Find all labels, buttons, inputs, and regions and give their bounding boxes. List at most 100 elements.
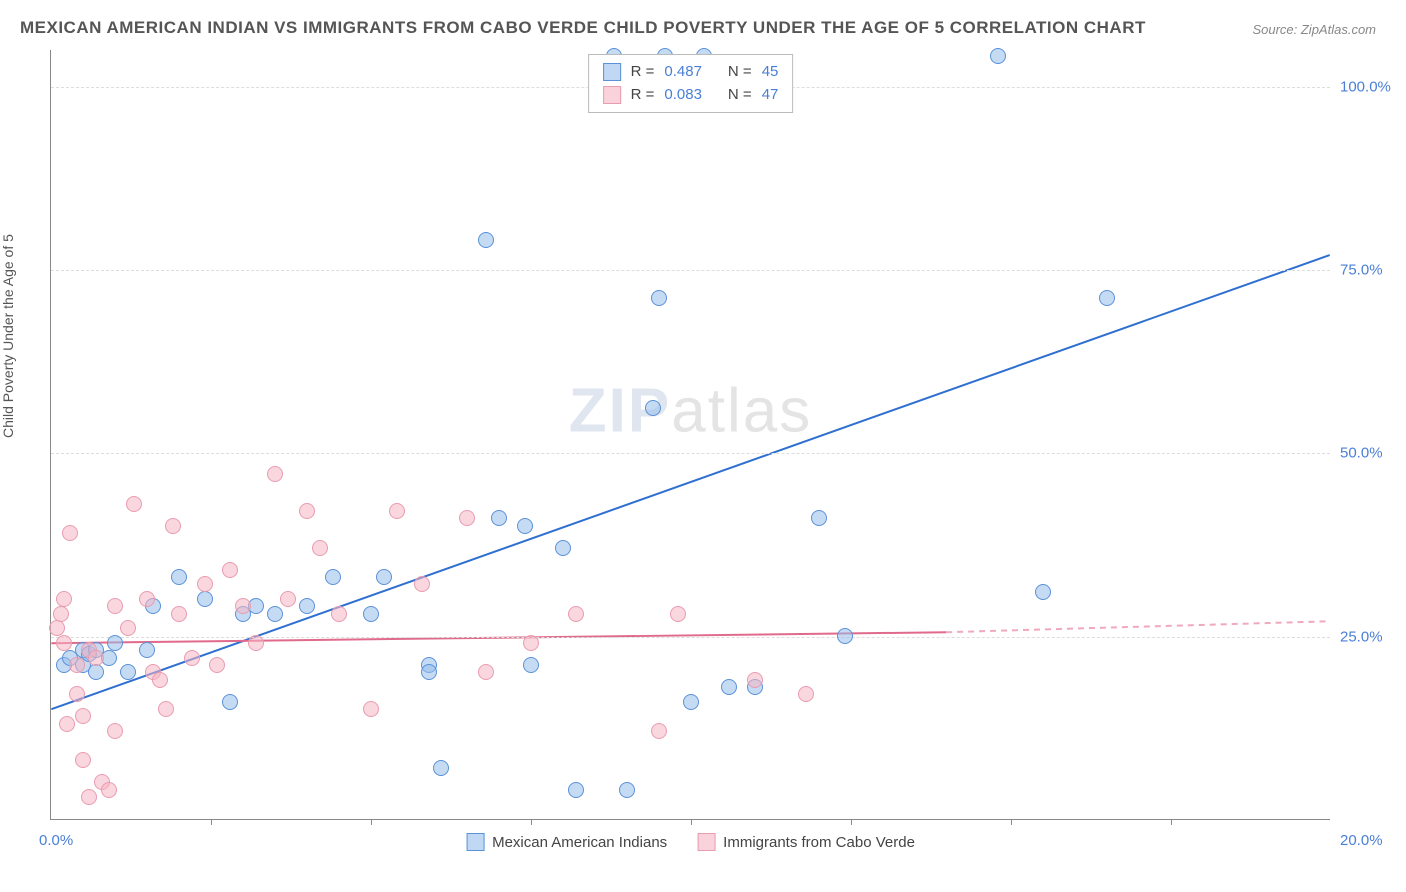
data-point: [222, 562, 238, 578]
data-point: [53, 606, 69, 622]
data-point: [517, 518, 533, 534]
data-point: [120, 620, 136, 636]
data-point: [56, 635, 72, 651]
data-point: [107, 723, 123, 739]
data-point: [88, 664, 104, 680]
data-point: [56, 591, 72, 607]
stats-row-blue: R = 0.487 N = 45: [603, 61, 779, 84]
r-value-blue: 0.487: [664, 61, 702, 84]
data-point: [619, 782, 635, 798]
legend-item-blue: Mexican American Indians: [466, 833, 667, 851]
data-point: [1099, 290, 1115, 306]
n-label: N =: [728, 61, 752, 84]
data-point: [683, 694, 699, 710]
n-value-blue: 45: [762, 61, 779, 84]
data-point: [59, 716, 75, 732]
data-point: [88, 650, 104, 666]
data-point: [107, 635, 123, 651]
data-point: [280, 591, 296, 607]
data-point: [523, 635, 539, 651]
stats-row-pink: R = 0.083 N = 47: [603, 84, 779, 107]
data-point: [126, 496, 142, 512]
data-point: [433, 760, 449, 776]
data-point: [459, 510, 475, 526]
bottom-legend: Mexican American Indians Immigrants from…: [466, 833, 915, 851]
data-point: [69, 657, 85, 673]
data-point: [990, 48, 1006, 64]
trend-line: [946, 621, 1330, 632]
trend-line: [51, 255, 1329, 709]
trend-line: [51, 632, 946, 643]
data-point: [120, 664, 136, 680]
x-tick: [531, 819, 532, 825]
legend-swatch-blue: [466, 833, 484, 851]
y-tick-label: 50.0%: [1340, 445, 1400, 462]
x-tick: [371, 819, 372, 825]
gridline: [51, 453, 1330, 454]
data-point: [81, 789, 97, 805]
x-tick: [211, 819, 212, 825]
legend-swatch-pink: [697, 833, 715, 851]
data-point: [325, 569, 341, 585]
data-point: [523, 657, 539, 673]
data-point: [421, 664, 437, 680]
plot-area: ZIPatlas 25.0%50.0%75.0%100.0% 0.0% 20.0…: [50, 50, 1330, 820]
swatch-pink: [603, 86, 621, 104]
r-value-pink: 0.083: [664, 84, 702, 107]
data-point: [75, 752, 91, 768]
data-point: [363, 701, 379, 717]
data-point: [171, 569, 187, 585]
data-point: [197, 576, 213, 592]
data-point: [267, 606, 283, 622]
data-point: [197, 591, 213, 607]
watermark-atlas: atlas: [671, 377, 812, 446]
gridline: [51, 637, 1330, 638]
n-value-pink: 47: [762, 84, 779, 107]
x-tick: [1011, 819, 1012, 825]
data-point: [267, 466, 283, 482]
y-axis-label: Child Poverty Under the Age of 5: [0, 234, 16, 438]
x-tick: [1171, 819, 1172, 825]
data-point: [331, 606, 347, 622]
data-point: [222, 694, 238, 710]
y-tick-label: 100.0%: [1340, 78, 1400, 95]
r-label: R =: [631, 84, 655, 107]
legend-item-pink: Immigrants from Cabo Verde: [697, 833, 915, 851]
data-point: [165, 518, 181, 534]
data-point: [69, 686, 85, 702]
data-point: [299, 503, 315, 519]
legend-label-pink: Immigrants from Cabo Verde: [723, 834, 915, 851]
data-point: [1035, 584, 1051, 600]
data-point: [139, 591, 155, 607]
data-point: [235, 598, 251, 614]
source-attribution: Source: ZipAtlas.com: [1252, 22, 1376, 37]
data-point: [363, 606, 379, 622]
data-point: [721, 679, 737, 695]
data-point: [75, 708, 91, 724]
x-tick: [851, 819, 852, 825]
data-point: [478, 232, 494, 248]
data-point: [811, 510, 827, 526]
data-point: [49, 620, 65, 636]
data-point: [171, 606, 187, 622]
data-point: [376, 569, 392, 585]
data-point: [184, 650, 200, 666]
data-point: [568, 782, 584, 798]
watermark: ZIPatlas: [569, 376, 812, 447]
data-point: [568, 606, 584, 622]
legend-label-blue: Mexican American Indians: [492, 834, 667, 851]
data-point: [478, 664, 494, 680]
data-point: [389, 503, 405, 519]
x-axis-label-left: 0.0%: [39, 832, 73, 849]
data-point: [651, 723, 667, 739]
data-point: [107, 598, 123, 614]
data-point: [209, 657, 225, 673]
data-point: [645, 400, 661, 416]
data-point: [62, 525, 78, 541]
data-point: [101, 782, 117, 798]
x-axis-label-right: 20.0%: [1340, 832, 1400, 849]
stats-legend-box: R = 0.487 N = 45 R = 0.083 N = 47: [588, 54, 794, 113]
data-point: [299, 598, 315, 614]
swatch-blue: [603, 63, 621, 81]
y-tick-label: 75.0%: [1340, 262, 1400, 279]
